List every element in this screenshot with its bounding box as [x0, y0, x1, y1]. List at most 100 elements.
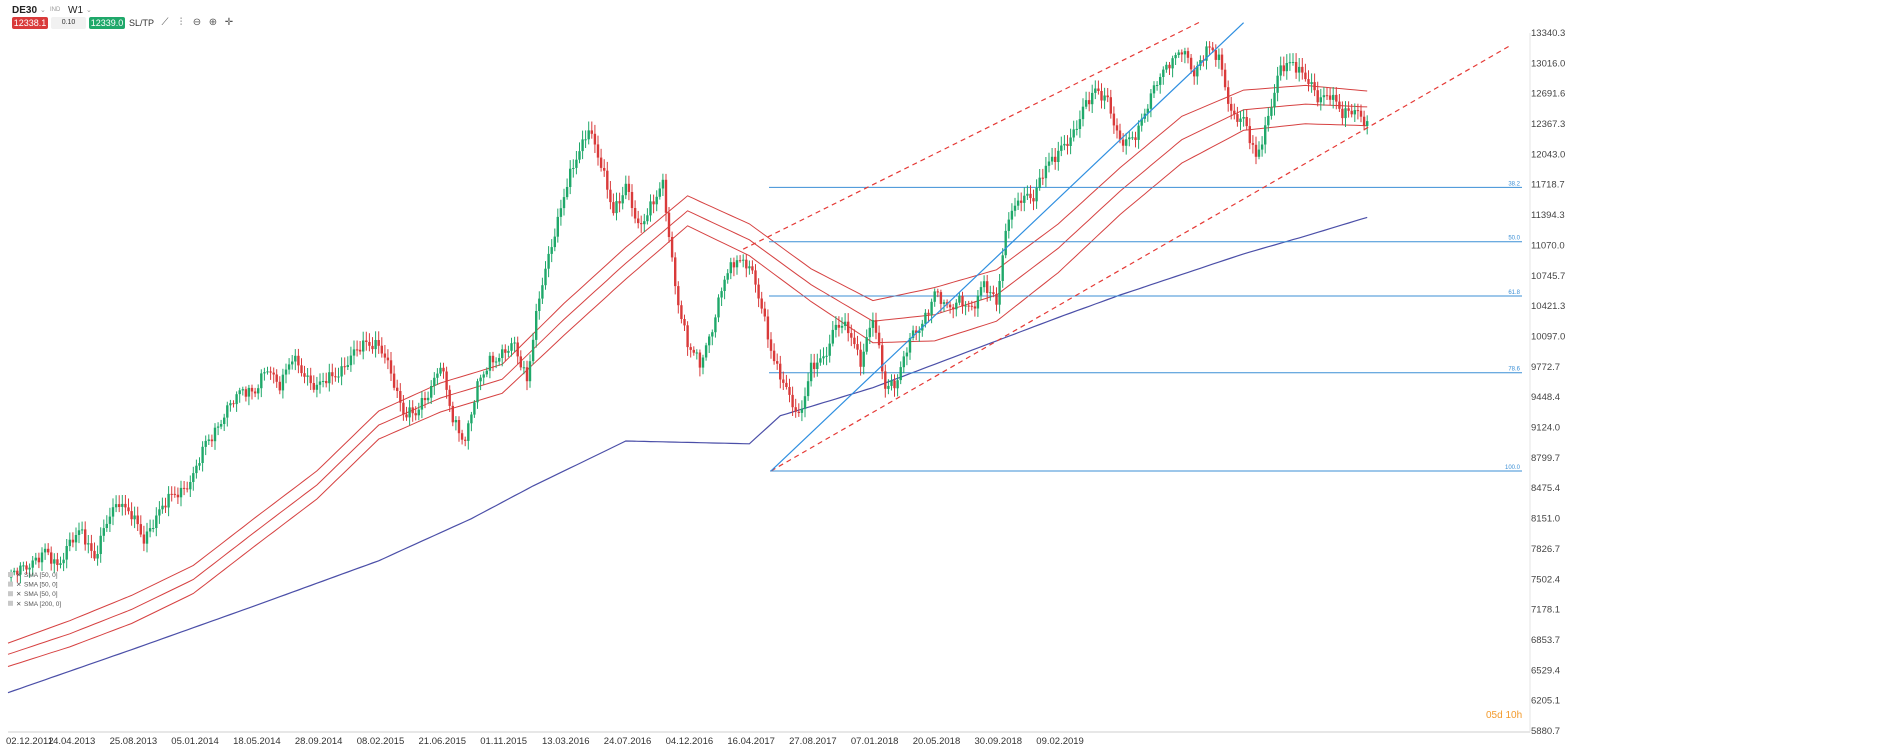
- symbol-name[interactable]: DE30: [12, 5, 38, 16]
- candle-body: [1301, 66, 1304, 73]
- candle-body: [340, 366, 343, 377]
- candle-body: [646, 215, 649, 222]
- sell-button[interactable]: 12338.1: [12, 17, 48, 29]
- candle-body: [59, 563, 62, 565]
- candle-body: [559, 208, 563, 217]
- candle-body: [65, 546, 68, 560]
- candle-body: [1193, 69, 1196, 77]
- x-tick-label: 27.08.2017: [789, 736, 837, 747]
- legend-label: SMA [50, 0]: [24, 582, 58, 589]
- candle-body: [970, 305, 973, 307]
- candle-body: [358, 349, 362, 352]
- candle-body: [782, 379, 785, 383]
- candle-body: [1310, 82, 1313, 84]
- candle-body: [1344, 108, 1347, 119]
- candle-body: [1276, 75, 1279, 93]
- candle-body: [114, 504, 118, 508]
- rising-trendline: [770, 22, 1245, 472]
- zoom-in-icon[interactable]: ⊕: [208, 17, 218, 28]
- candle-body: [445, 371, 448, 390]
- candle-body: [50, 552, 53, 564]
- y-tick-label: 12691.6: [1531, 89, 1565, 100]
- x-tick-label: 09.02.2019: [1036, 736, 1084, 747]
- line-chart-icon[interactable]: ⟋: [161, 17, 169, 28]
- candle-body: [899, 367, 902, 381]
- candle-body: [68, 539, 71, 547]
- candle-body: [1341, 108, 1344, 119]
- fib-level-label: 50.0: [1508, 236, 1520, 242]
- candle-body: [352, 349, 356, 356]
- timeframe-selector[interactable]: W1: [68, 5, 83, 16]
- candle-body: [260, 373, 263, 389]
- candle-body: [513, 342, 516, 344]
- legend-label: SMA [200, 0]: [24, 601, 61, 608]
- candle-body: [816, 362, 819, 369]
- candle-body: [640, 223, 643, 225]
- sma-200-line: [7, 216, 1368, 694]
- candle-body: [306, 375, 309, 377]
- candle-body: [99, 535, 102, 554]
- y-tick-label: 11394.3: [1531, 210, 1565, 221]
- y-tick-label: 8475.4: [1531, 483, 1560, 494]
- candle-body: [973, 306, 977, 309]
- candle-body: [538, 298, 541, 311]
- candle-body: [139, 524, 142, 535]
- candle-body: [247, 387, 251, 397]
- candle-body: [1050, 156, 1054, 162]
- candle-body: [1325, 95, 1329, 97]
- candle-body: [275, 374, 278, 382]
- candle-body: [1007, 219, 1010, 231]
- candle-body: [918, 330, 921, 333]
- legend-remove-icon: ✕: [16, 572, 21, 579]
- candle-body: [760, 298, 763, 309]
- candle-body: [1137, 125, 1140, 140]
- candle-body: [173, 493, 176, 495]
- candle-body: [377, 340, 380, 346]
- candle-body: [1038, 177, 1041, 188]
- candle-body: [522, 367, 526, 369]
- candle-body: [562, 197, 566, 209]
- candle-body: [80, 529, 84, 531]
- candle-body: [754, 270, 757, 285]
- candle-body: [998, 281, 1001, 305]
- candle-body: [893, 380, 896, 389]
- candle-body: [343, 366, 346, 368]
- candle-body: [809, 362, 813, 382]
- ma-band-middle: [7, 103, 1368, 655]
- fib-level-label: 78.6: [1508, 367, 1520, 373]
- crosshair-icon[interactable]: ✛: [224, 17, 234, 28]
- candle-body: [797, 411, 800, 413]
- candle-body: [510, 343, 513, 351]
- sltp-button[interactable]: SL/TP: [129, 18, 155, 28]
- candle-body: [618, 201, 621, 204]
- volume-input[interactable]: 0.10: [51, 17, 86, 29]
- legend-indicator-icon: [8, 572, 13, 577]
- candle-body: [714, 317, 717, 333]
- candle-body: [1245, 117, 1248, 127]
- candle-body: [96, 554, 99, 559]
- zoom-out-icon[interactable]: ⊖: [192, 17, 202, 28]
- candle-body: [331, 372, 334, 377]
- candle-body: [1239, 118, 1242, 122]
- candle-body: [738, 260, 742, 262]
- timeframe-chevron-down-icon[interactable]: ⌄: [86, 7, 92, 14]
- symbol-chevron-down-icon[interactable]: ⌄: [40, 7, 46, 14]
- y-tick-label: 9448.4: [1531, 392, 1560, 403]
- candle-body: [389, 360, 393, 374]
- lower-channel-line: [770, 45, 1510, 472]
- y-tick-label: 10097.0: [1531, 332, 1565, 343]
- candle-body: [504, 349, 507, 353]
- bar-countdown: 05d 10h: [1486, 710, 1522, 721]
- candles-icon[interactable]: ⫶: [179, 17, 183, 28]
- candle-body: [244, 389, 248, 397]
- candle-body: [1044, 165, 1048, 179]
- candle-body: [482, 374, 485, 378]
- candle-body: [56, 559, 59, 565]
- candle-body: [1134, 137, 1137, 140]
- candle-body: [961, 296, 964, 307]
- candle-body: [1180, 52, 1183, 55]
- candle-body: [219, 424, 223, 427]
- candle-body: [785, 382, 788, 387]
- buy-button[interactable]: 12339.0: [89, 17, 125, 29]
